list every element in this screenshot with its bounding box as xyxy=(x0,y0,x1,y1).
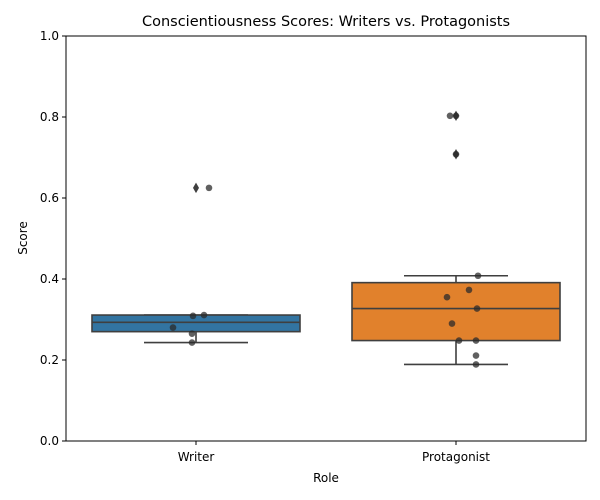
box-writer xyxy=(91,182,301,344)
x-tick-label: Writer xyxy=(178,450,215,464)
data-point xyxy=(205,184,213,192)
data-point xyxy=(446,112,454,120)
iqr-box xyxy=(351,281,561,342)
box-protagonist xyxy=(351,110,561,366)
data-point xyxy=(473,305,481,312)
x-tick-label: Protagonist xyxy=(422,450,490,464)
y-tick-label: 0.2 xyxy=(40,353,59,367)
data-point xyxy=(465,286,473,294)
y-tick-label: 0.0 xyxy=(40,434,59,448)
chart-title: Conscientiousness Scores: Writers vs. Pr… xyxy=(142,14,510,30)
data-point xyxy=(189,312,197,320)
plot-frame xyxy=(65,35,587,442)
data-point xyxy=(472,337,480,344)
data-point xyxy=(169,324,177,331)
data-point xyxy=(448,320,456,327)
data-point xyxy=(443,293,451,301)
data-point xyxy=(474,272,482,280)
outlier-marker xyxy=(193,182,199,194)
x-axis-label: Role xyxy=(313,471,339,485)
y-tick-label: 0.4 xyxy=(40,272,59,286)
data-point xyxy=(188,330,196,337)
iqr-box xyxy=(91,314,301,333)
y-tick-label: 1.0 xyxy=(40,29,59,43)
data-point xyxy=(472,352,480,359)
data-point xyxy=(200,311,208,319)
y-tick-label: 0.6 xyxy=(40,191,59,205)
y-axis-label: Score xyxy=(16,221,30,255)
plot-area: 0.0 0.2 0.4 0.6 0.8 1.0 Writer Protagonist xyxy=(40,29,587,464)
data-point xyxy=(472,361,480,368)
data-point xyxy=(188,339,196,346)
y-tick-label: 0.8 xyxy=(40,110,59,124)
data-point xyxy=(452,112,460,120)
data-point xyxy=(455,337,463,344)
data-point xyxy=(452,150,460,158)
